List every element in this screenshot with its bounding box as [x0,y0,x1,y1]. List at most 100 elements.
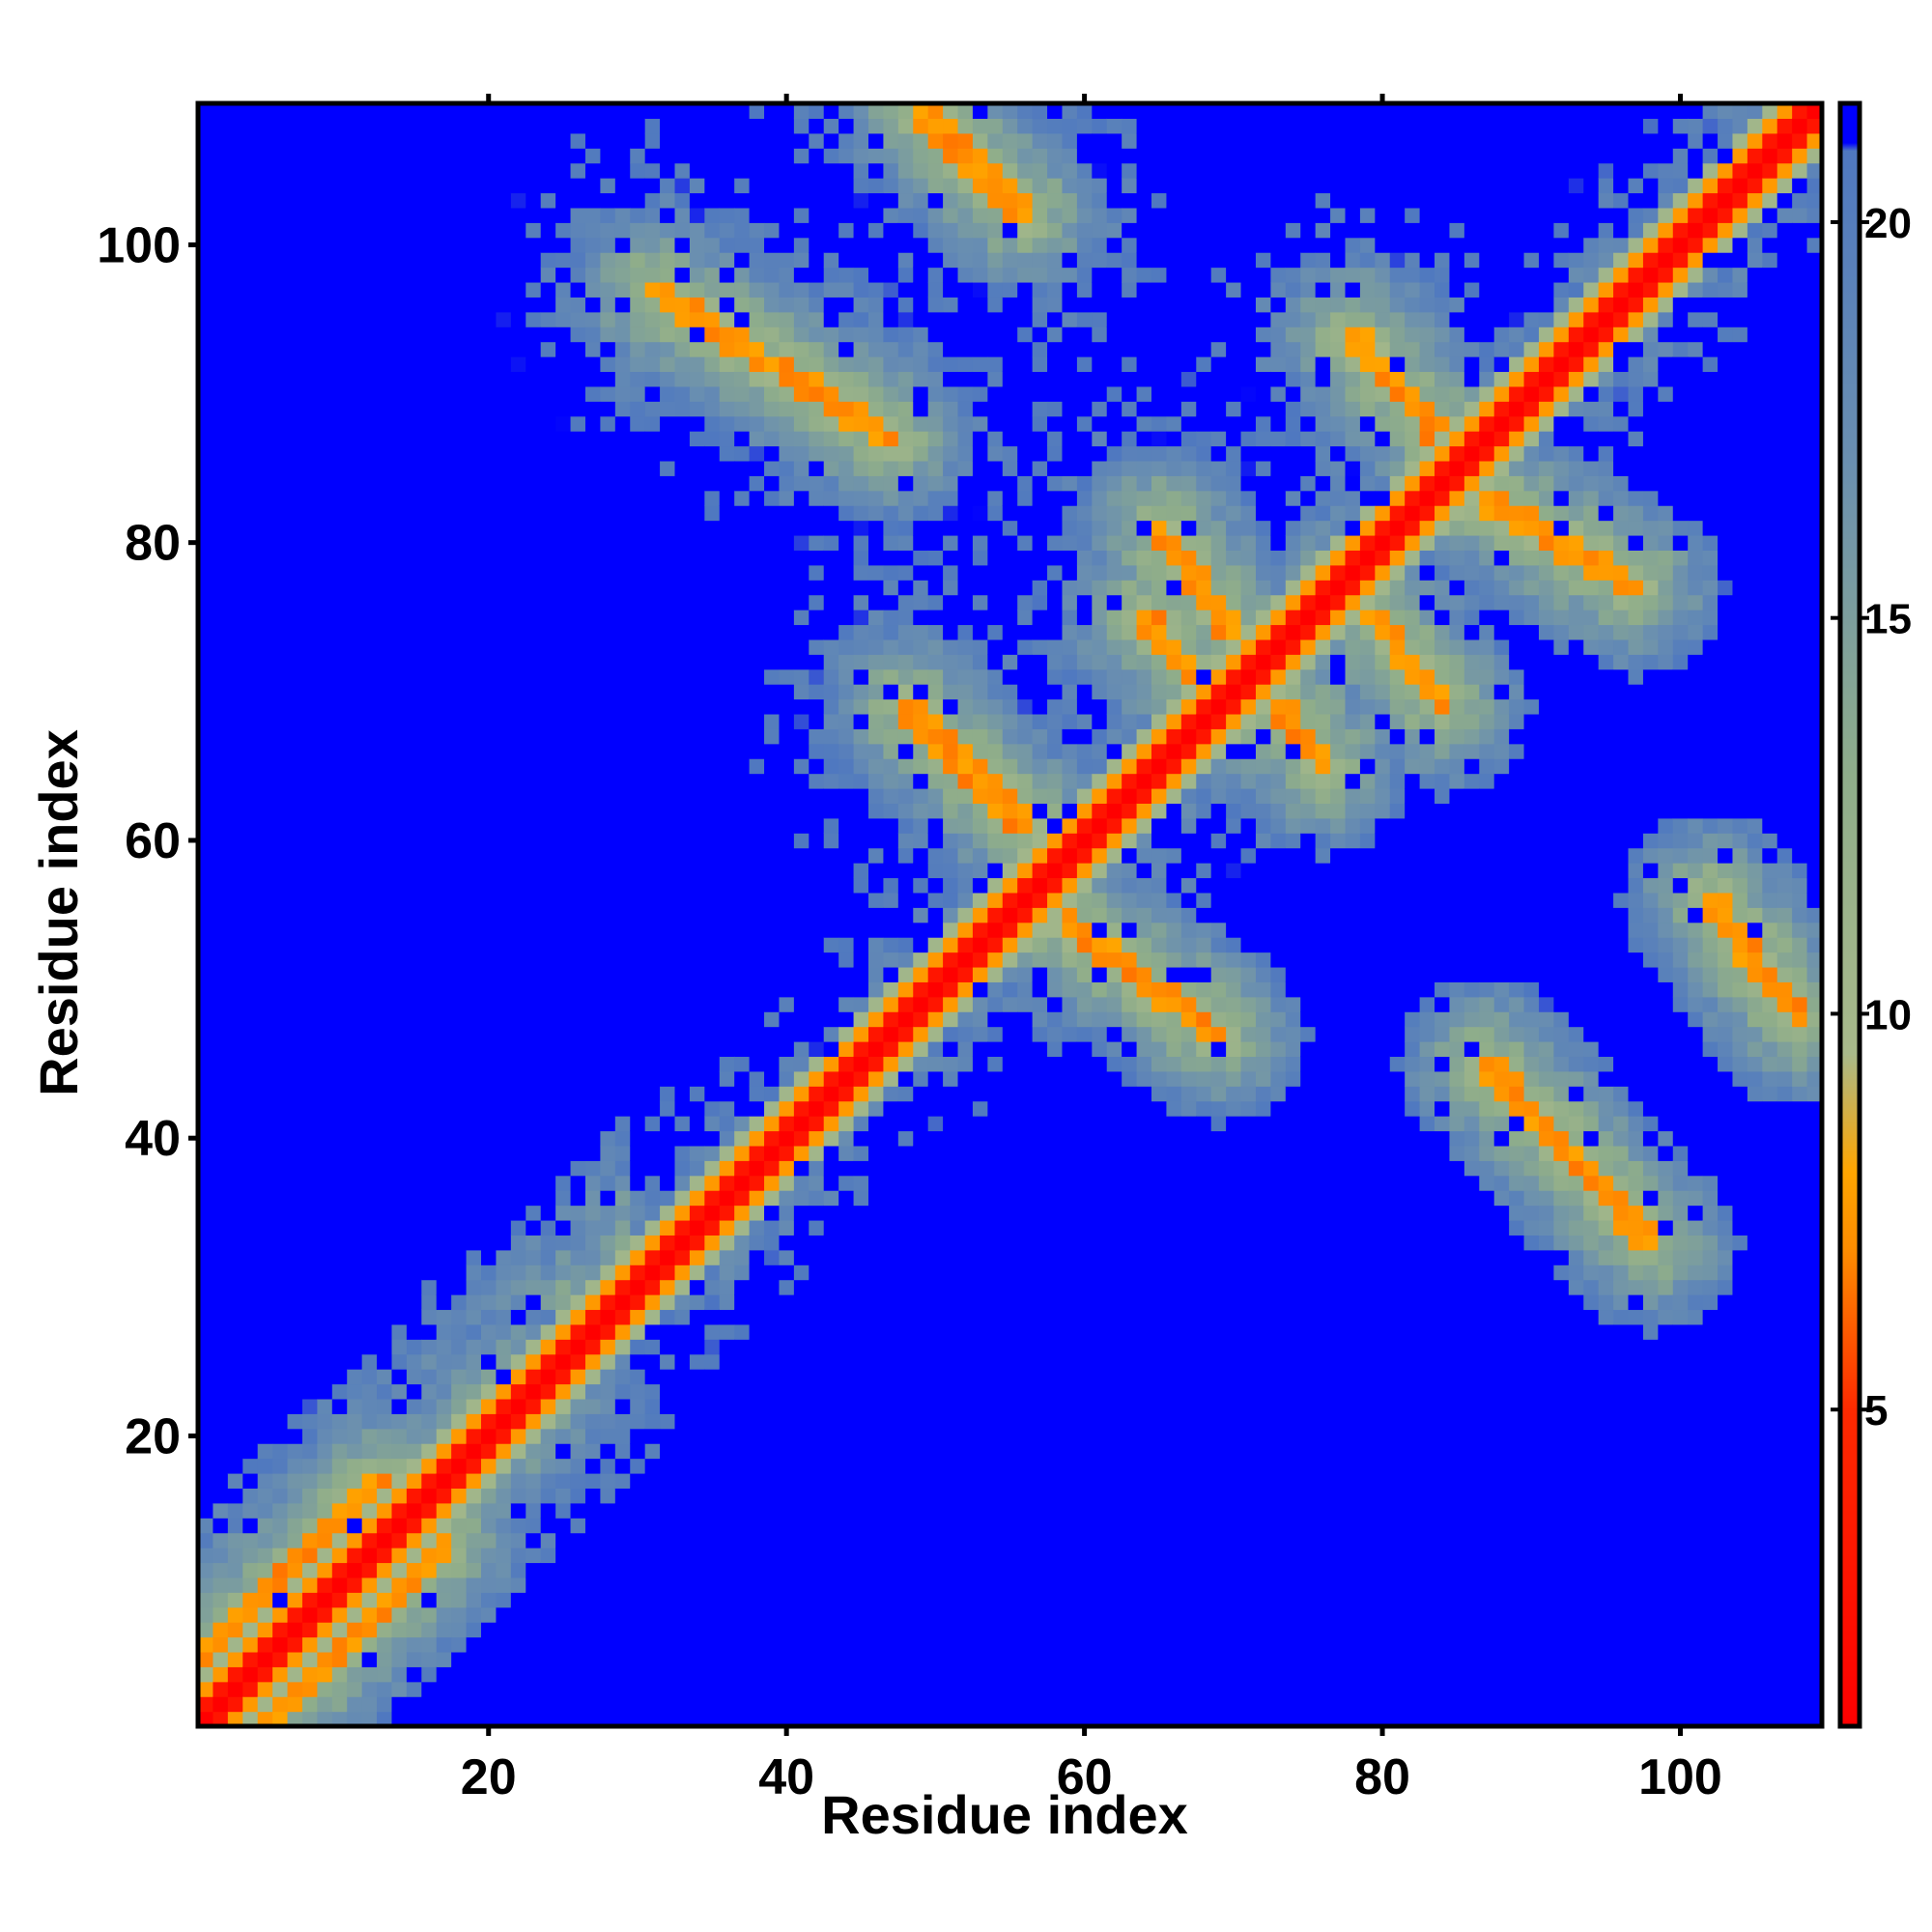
heatmap-cell [600,892,616,908]
heatmap-cell [734,1666,751,1683]
heatmap-cell [242,1219,259,1236]
heatmap-cell [331,1235,348,1251]
heatmap-cell [526,1472,542,1489]
heatmap-cell [377,148,393,164]
heatmap-cell [496,1577,512,1593]
heatmap-cell [526,1458,542,1474]
heatmap-cell [301,297,318,313]
heatmap-cell [749,490,765,506]
heatmap-cell [793,922,810,938]
heatmap-cell [198,371,214,387]
heatmap-cell [257,327,273,343]
heatmap-cell [540,1472,556,1489]
heatmap-cell [242,103,259,120]
heatmap-cell [764,624,781,640]
heatmap-cell [301,1011,318,1028]
heatmap-cell [257,1353,273,1370]
heatmap-cell [227,1548,243,1564]
heatmap-cell [674,1562,691,1578]
heatmap-cell [466,1116,482,1132]
heatmap-cell [466,1548,482,1564]
heatmap-cell [406,1548,422,1564]
heatmap-cell [614,1116,631,1132]
heatmap-cell [287,1458,303,1474]
heatmap-cell [526,1160,542,1177]
heatmap-cell [391,1696,408,1713]
heatmap-cell [764,952,781,968]
heatmap-cell [213,937,229,953]
heatmap-cell [227,803,243,819]
heatmap-cell [644,1548,661,1564]
heatmap-cell [749,1235,765,1251]
heatmap-cell [391,1190,408,1207]
heatmap-cell [301,148,318,164]
heatmap-cell [347,713,363,729]
heatmap-cell [198,192,214,209]
heatmap-cell [331,1562,348,1578]
heatmap-cell [793,252,810,269]
heatmap-cell [644,1458,661,1474]
heatmap-cell [287,341,303,357]
heatmap-cell [406,1011,422,1028]
heatmap-cell [406,713,422,729]
heatmap-cell [644,580,661,596]
heatmap-cell [526,490,542,506]
heatmap-cell [361,445,378,462]
heatmap-cell [644,863,661,879]
heatmap-cell [584,118,601,134]
heatmap-cell [526,385,542,402]
heatmap-cell [704,1606,721,1623]
heatmap-cell [361,833,378,849]
heatmap-cell [406,103,422,120]
heatmap-cell [496,356,512,373]
heatmap-cell [644,1606,661,1623]
heatmap-cell [793,1398,810,1414]
heatmap-cell [421,1353,438,1370]
heatmap-cell [526,937,542,953]
heatmap-cell [734,758,751,775]
heatmap-cell [570,728,586,745]
heatmap-cell [674,1666,691,1683]
heatmap-cell [779,922,795,938]
heatmap-cell [764,162,781,179]
heatmap-cell [584,1070,601,1087]
heatmap-cell [734,907,751,923]
heatmap-cell [510,1235,526,1251]
heatmap-cell [540,952,556,968]
heatmap-cell [867,490,885,506]
heatmap-cell [793,787,810,804]
heatmap-cell [406,490,422,506]
heatmap-cell [227,237,243,253]
heatmap-cell [436,877,452,894]
heatmap-cell [466,1472,482,1489]
heatmap-cell [421,1279,438,1295]
heatmap-cell [451,952,468,968]
heatmap-cell [838,1562,855,1578]
heatmap-cell [421,1086,438,1102]
heatmap-cell [526,1339,542,1355]
heatmap-cell [377,937,393,953]
heatmap-cell [496,1219,512,1236]
heatmap-cell [213,743,229,759]
heatmap-cell [867,1711,885,1726]
heatmap-cell [481,281,497,298]
heatmap-cell [823,937,839,953]
heatmap-cell [749,356,765,373]
heatmap-cell [600,1577,616,1593]
heatmap-cell [660,1458,676,1474]
heatmap-cell [660,594,676,611]
heatmap-cell [421,1219,438,1236]
heatmap-cell [853,490,869,506]
heatmap-cell [242,1383,259,1400]
heatmap-cell [421,1383,438,1400]
heatmap-cell [361,1339,378,1355]
heatmap-cell [689,981,705,998]
heatmap-cell [614,1428,631,1444]
heatmap-cell [570,1532,586,1548]
heatmap-cell [644,743,661,759]
heatmap-cell [287,1279,303,1295]
heatmap-cell [749,1160,765,1177]
heatmap-cell [242,817,259,834]
heatmap-cell [436,803,452,819]
heatmap-cell [540,267,556,283]
